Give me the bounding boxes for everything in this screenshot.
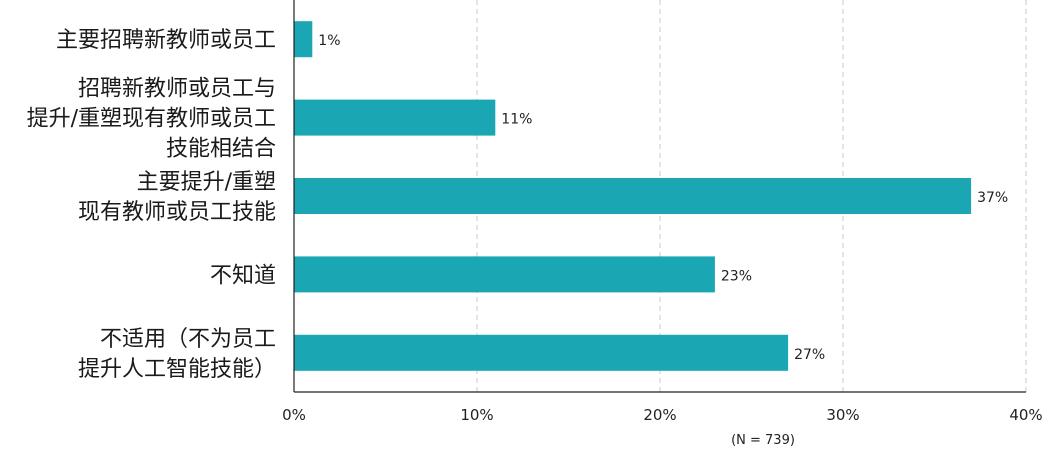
category-label: 不知道 [210,263,276,288]
category-label: 现有教师或员工技能 [78,200,276,225]
category-labels: 主要招聘新教师或员工招聘新教师或员工与提升/重塑现有教师或员工技能相结合主要提升… [27,28,276,382]
bars [294,21,972,371]
bar [294,334,789,371]
x-tick-label: 20% [643,406,676,424]
category-label: 提升人工智能技能） [78,357,276,382]
bar-value-label: 1% [318,33,340,49]
x-tick-label: 10% [460,406,493,424]
gridlines [476,0,1027,392]
x-tick-label: 40% [1009,406,1042,424]
sample-size-note: (N = 739) [731,433,795,448]
category-label: 不适用（不为员工 [100,327,276,352]
category-label: 主要提升/重塑 [137,170,276,195]
bar-value-label: 27% [794,347,825,363]
category-label: 招聘新教师或员工与 [78,77,276,102]
category-label: 提升/重塑现有教师或员工 [27,107,276,132]
bar-value-label: 23% [721,268,752,284]
category-label: 技能相结合 [166,137,276,162]
x-axis: 0% 10% 20% 30% 40% [282,0,1043,424]
x-tick-label: 30% [826,406,859,424]
bar [294,21,313,58]
bar [294,256,715,293]
bar-value-label: 37% [977,190,1008,206]
x-tick-label: 0% [282,406,306,424]
category-label: 主要招聘新教师或员工 [56,28,276,53]
bar [294,178,972,214]
bar [294,99,496,136]
value-labels: 1% 11% 37% 23% 27% [318,33,1008,363]
bar-value-label: 11% [501,112,532,128]
